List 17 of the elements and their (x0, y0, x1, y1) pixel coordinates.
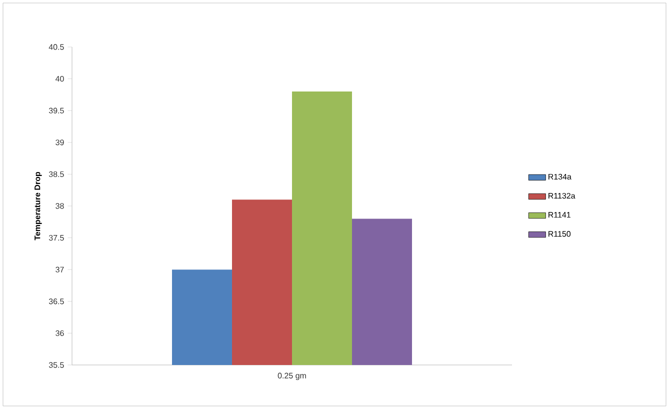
legend-label: R134a (548, 174, 572, 180)
y-tick-label: 40.5 (48, 44, 64, 50)
legend-label: R1141 (548, 212, 570, 218)
legend-label: R1150 (548, 231, 571, 237)
y-tick-label: 37.5 (48, 234, 64, 241)
y-axis-title: Temperature Drop (34, 172, 42, 240)
y-tick-label: 36 (56, 330, 64, 336)
y-tick-label: 35.5 (48, 362, 64, 368)
x-tick-label: 0.25 gm (278, 372, 306, 380)
y-tick-label: 36.5 (48, 298, 64, 304)
legend-label: R1132a (548, 192, 576, 199)
y-tick-label: 39 (56, 140, 64, 146)
y-tick-label: 37 (56, 266, 64, 272)
y-tick-label: 40 (56, 76, 64, 82)
y-tick-label: 38 (56, 203, 64, 209)
y-tick-label: 39.5 (48, 108, 64, 114)
y-tick-label: 38.5 (48, 171, 64, 178)
